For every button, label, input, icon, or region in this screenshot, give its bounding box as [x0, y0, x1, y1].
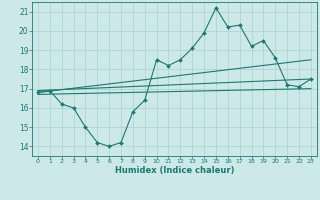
X-axis label: Humidex (Indice chaleur): Humidex (Indice chaleur): [115, 166, 234, 175]
